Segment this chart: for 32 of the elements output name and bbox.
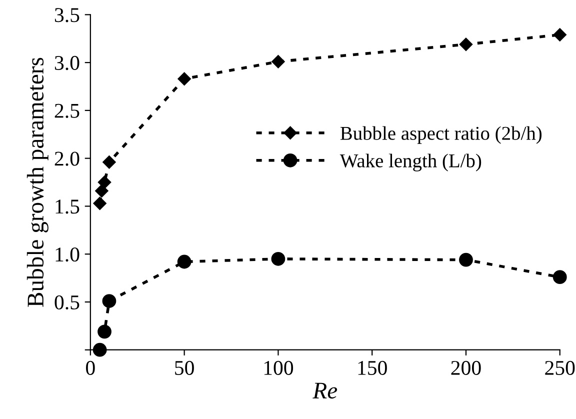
- x-tick-label: 250: [545, 360, 575, 375]
- x-tick-label: 100: [264, 360, 294, 375]
- point: [92, 342, 107, 357]
- point: [178, 72, 191, 86]
- y-axis-title: Bubble growth parameters: [26, 58, 48, 307]
- x-axis-title: Re: [312, 382, 338, 399]
- point: [98, 176, 112, 189]
- point: [272, 55, 285, 68]
- x-tick-label: 0: [86, 360, 95, 375]
- x-tick-label: 200: [451, 360, 481, 375]
- x-tick-label: 150: [358, 360, 387, 375]
- point: [95, 184, 108, 198]
- point: [93, 196, 106, 210]
- point: [552, 270, 567, 284]
- point: [177, 254, 192, 269]
- point: [553, 28, 566, 42]
- legend-label: Bubble aspect ratio (2b/h): [340, 126, 542, 144]
- y-tick-label: 1.5: [56, 200, 80, 214]
- point: [459, 252, 473, 267]
- y-tick-label: 0.5: [54, 295, 80, 310]
- point: [271, 252, 286, 266]
- point: [98, 324, 112, 339]
- y-tick-label: 2.5: [54, 104, 80, 118]
- point: [102, 294, 116, 308]
- x-tick-label: 50: [175, 360, 194, 375]
- y-tick-label: 2.0: [54, 152, 80, 166]
- y-tick-label: 1.0: [56, 247, 80, 262]
- point: [459, 38, 473, 51]
- point: [102, 156, 116, 169]
- legend-label: Wake length (L/b): [340, 154, 482, 172]
- y-tick-label: 3.5: [54, 8, 80, 22]
- y-tick-label: 3.0: [54, 56, 80, 70]
